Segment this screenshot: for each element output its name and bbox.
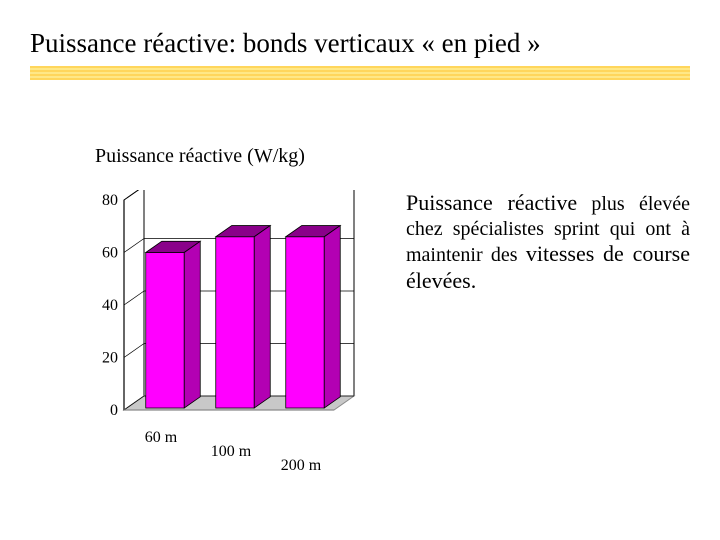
svg-text:60 m: 60 m bbox=[145, 429, 178, 446]
svg-text:60: 60 bbox=[102, 245, 118, 262]
svg-text:40: 40 bbox=[102, 297, 118, 314]
title-underline bbox=[30, 66, 690, 80]
svg-text:0: 0 bbox=[110, 402, 118, 419]
slide-title: Puissance réactive: bonds verticaux « en… bbox=[30, 28, 541, 59]
side-caption: Puissance réactive plus élevée chez spéc… bbox=[406, 190, 690, 295]
bar-chart-3d: 0 20 40 60 80 60 m 100 m 200 m bbox=[82, 190, 382, 480]
svg-text:100 m: 100 m bbox=[211, 443, 252, 460]
caption-lead: Puissance réactive bbox=[406, 190, 577, 215]
chart-subtitle: Puissance réactive (W/kg) bbox=[95, 145, 305, 168]
svg-text:20: 20 bbox=[102, 350, 118, 367]
svg-text:80: 80 bbox=[102, 192, 118, 209]
svg-text:200 m: 200 m bbox=[281, 457, 322, 474]
